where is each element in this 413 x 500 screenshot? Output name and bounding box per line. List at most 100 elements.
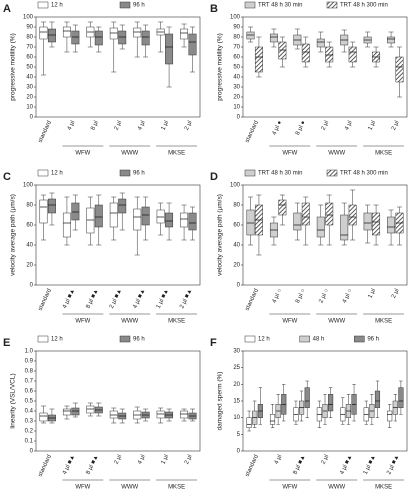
y-tick-label: 15 [233,399,240,405]
y-tick-label: 40 [26,75,33,81]
box [180,410,189,419]
y-tick-label: 0.7 [25,379,34,385]
box [188,33,197,56]
box [246,31,255,40]
y-tick-label: 1.0 [25,349,34,355]
y-tick-label: 70 [26,45,33,51]
y-tick-label: 50 [233,65,240,71]
box [246,209,255,236]
legend-swatch [119,169,131,177]
box [246,417,252,428]
legend-swatch [244,335,256,343]
box [269,33,278,43]
y-axis-label: damaged sperm (%) [217,372,224,431]
x-tick-label: 4 µl ■▲ [339,454,353,476]
box [47,198,56,214]
y-tick-label: 80 [26,35,33,41]
y-tick-label: 70 [233,45,240,51]
x-tick-label: 2 µl ○ [318,288,330,305]
box [348,46,357,63]
x-tick-label: standard [245,454,260,478]
y-axis-label: progressive motility (%) [217,33,224,101]
group-label: WWW [121,319,138,325]
box [133,208,142,231]
box [301,202,310,226]
legend-label: 96 h [133,3,145,9]
x-tick-label: 4 µl [137,454,147,465]
x-tick-label: standard [38,288,53,312]
panel-letter: B [210,3,218,15]
legend-swatch [244,1,256,9]
y-tick-label: 30 [233,85,240,91]
box [71,202,80,221]
box [278,41,287,60]
x-tick-label: 1 µl [368,120,378,131]
box [141,206,150,226]
box [325,202,334,226]
group-label: MKSE [375,485,392,491]
y-axis-label: velocity average path (µm/s) [10,194,17,276]
x-tick-label: 1 µl ■▲ [363,454,377,476]
y-tick-label: 80 [233,35,240,41]
y-tick-label: 10 [233,415,240,421]
x-tick-label: standard [38,454,53,478]
group-label: MKSE [168,485,185,491]
x-tick-label: 2 µl ■▲ [386,454,400,476]
box [301,43,310,63]
x-tick-label: 8 µl ■▲ [85,288,99,310]
y-tick-label: 10 [26,105,33,111]
box [86,207,95,234]
box [398,387,404,408]
box [293,212,302,231]
x-tick-label: standard [38,120,53,144]
x-tick-label: 2 µl [391,288,401,299]
legend-label: 12 h [51,3,63,9]
plot-frame [242,16,408,118]
group-label: WWW [328,319,345,325]
y-tick-label: 20 [233,263,240,269]
box [180,28,189,40]
y-axis-label: velocity average path (µm/s) [217,194,224,276]
box [39,412,48,422]
y-tick-label: 100 [23,183,34,189]
y-tick-label: 5 [237,432,241,438]
x-tick-label: 1 µl [161,454,171,465]
legend-label: TRT 48 h 300 min [340,3,388,9]
group-label: WFW [75,319,90,325]
legend-label: 12 h [51,337,63,343]
y-tick-label: 10 [233,105,240,111]
box [304,387,310,408]
box [141,30,150,46]
group-label: WWW [328,151,345,157]
x-tick-label: 4 µl ■▲ [132,288,146,310]
y-tick-label: 90 [26,25,33,31]
group-label: MKSE [375,319,392,325]
x-tick-label: 4 µl ■▲ [62,288,76,310]
box [180,212,189,228]
x-tick-label: 4 µl ○ [342,288,354,305]
legend-label: 48 h [313,337,325,343]
y-tick-label: 25 [233,365,240,371]
box [387,36,396,44]
y-tick-label: 40 [233,243,240,249]
group-label: WWW [121,485,138,491]
panel-letter: D [210,171,218,183]
y-tick-label: 0.5 [25,399,34,405]
plot-frame [242,184,408,286]
box [62,26,71,38]
panel-letter: A [3,3,11,15]
x-tick-label: 8 µl [90,120,100,131]
x-tick-label: 2 µl [114,454,124,465]
y-tick-label: 0.1 [25,439,34,445]
y-tick-label: 80 [233,203,240,209]
panel-letter: C [3,171,11,183]
y-tick-label: 0.6 [25,389,34,395]
box [348,204,357,226]
x-tick-label: 2 µl ■▲ [109,288,123,310]
box [387,216,396,234]
y-axis-label: progressive motility (%) [10,33,17,101]
